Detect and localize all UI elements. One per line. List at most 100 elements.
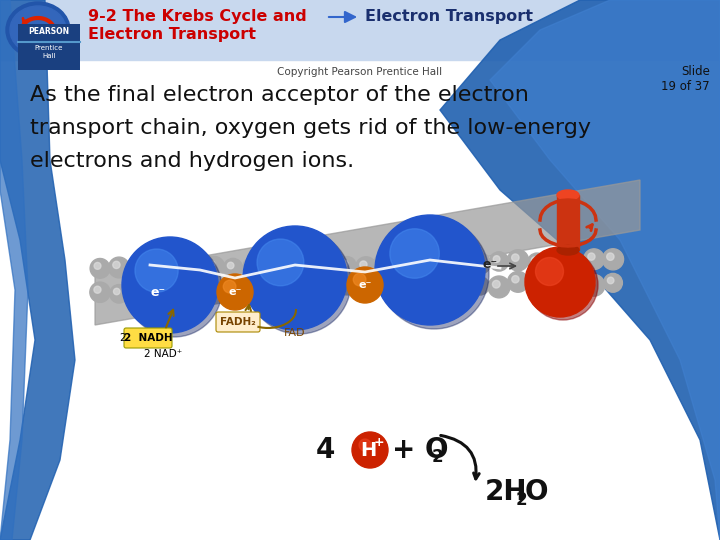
Circle shape <box>338 256 356 275</box>
Circle shape <box>566 254 584 272</box>
Circle shape <box>302 257 310 265</box>
Circle shape <box>570 278 576 285</box>
Circle shape <box>436 260 443 267</box>
Circle shape <box>357 281 375 299</box>
Circle shape <box>546 272 567 292</box>
Circle shape <box>94 262 101 269</box>
Circle shape <box>550 275 557 283</box>
Text: e⁻: e⁻ <box>150 286 166 299</box>
Circle shape <box>170 265 177 272</box>
Circle shape <box>375 275 395 295</box>
Ellipse shape <box>557 190 579 200</box>
Bar <box>0 0 720 60</box>
Circle shape <box>189 262 196 270</box>
Circle shape <box>217 274 253 310</box>
FancyBboxPatch shape <box>124 328 172 348</box>
Text: FADH₂: FADH₂ <box>220 317 256 327</box>
Text: O: O <box>525 478 549 506</box>
Circle shape <box>261 282 281 301</box>
Circle shape <box>280 255 300 275</box>
Circle shape <box>508 272 528 292</box>
Polygon shape <box>0 0 28 540</box>
Circle shape <box>379 256 386 265</box>
Circle shape <box>284 259 291 266</box>
Circle shape <box>413 255 433 274</box>
Circle shape <box>127 261 149 282</box>
Circle shape <box>223 281 243 301</box>
Polygon shape <box>440 0 720 540</box>
Circle shape <box>207 261 215 268</box>
Circle shape <box>223 280 236 293</box>
Circle shape <box>588 279 595 286</box>
Circle shape <box>471 276 489 295</box>
Circle shape <box>243 258 261 276</box>
Circle shape <box>395 256 414 275</box>
Circle shape <box>526 274 548 296</box>
Circle shape <box>374 252 396 274</box>
Circle shape <box>570 258 576 264</box>
Text: As the final electron acceptor of the electron: As the final electron acceptor of the el… <box>30 85 529 105</box>
Text: H: H <box>360 441 376 460</box>
Circle shape <box>257 239 304 286</box>
Circle shape <box>170 284 177 291</box>
Ellipse shape <box>6 2 70 58</box>
Text: e⁻: e⁻ <box>359 280 372 290</box>
Text: electrons and hydrogen ions.: electrons and hydrogen ions. <box>30 151 354 171</box>
Circle shape <box>261 255 282 275</box>
Circle shape <box>132 265 139 273</box>
Circle shape <box>525 247 595 317</box>
Ellipse shape <box>557 245 579 255</box>
Circle shape <box>536 258 564 286</box>
Text: 2: 2 <box>516 491 528 509</box>
Circle shape <box>432 276 451 296</box>
Circle shape <box>298 253 320 274</box>
Text: Prentice
Hall: Prentice Hall <box>35 45 63 58</box>
Circle shape <box>432 256 452 276</box>
Text: 2: 2 <box>120 333 126 343</box>
Circle shape <box>109 257 130 278</box>
Polygon shape <box>0 0 75 540</box>
Circle shape <box>128 280 148 300</box>
Circle shape <box>265 259 272 266</box>
Circle shape <box>208 287 215 294</box>
Circle shape <box>302 281 310 289</box>
Circle shape <box>375 215 485 325</box>
Circle shape <box>146 257 168 278</box>
Ellipse shape <box>10 6 66 54</box>
Circle shape <box>603 249 624 270</box>
Circle shape <box>247 230 351 334</box>
Text: Electron Transport: Electron Transport <box>365 10 533 24</box>
Circle shape <box>354 273 366 286</box>
Circle shape <box>94 286 101 293</box>
Circle shape <box>319 255 338 274</box>
Circle shape <box>347 267 383 303</box>
Circle shape <box>246 261 253 268</box>
Text: FAD: FAD <box>284 328 306 338</box>
Circle shape <box>356 257 377 278</box>
Circle shape <box>508 249 528 271</box>
Circle shape <box>379 280 386 286</box>
Circle shape <box>608 277 614 284</box>
Circle shape <box>341 260 348 267</box>
Circle shape <box>584 249 604 269</box>
Circle shape <box>492 280 500 288</box>
Circle shape <box>607 253 614 260</box>
Text: e⁻: e⁻ <box>482 259 498 272</box>
Bar <box>557 195 579 250</box>
Circle shape <box>359 439 371 451</box>
Polygon shape <box>490 0 720 540</box>
Circle shape <box>398 282 405 289</box>
Circle shape <box>583 274 605 296</box>
Text: 4: 4 <box>315 436 335 464</box>
Circle shape <box>318 277 338 296</box>
Circle shape <box>528 253 546 272</box>
Polygon shape <box>95 180 640 325</box>
Circle shape <box>451 276 472 297</box>
Circle shape <box>451 255 472 275</box>
Text: 9-2 The Krebs Cycle and: 9-2 The Krebs Cycle and <box>88 10 307 24</box>
Circle shape <box>360 261 367 268</box>
Circle shape <box>398 260 405 266</box>
Circle shape <box>223 259 243 278</box>
Circle shape <box>184 258 206 280</box>
Circle shape <box>243 278 261 296</box>
